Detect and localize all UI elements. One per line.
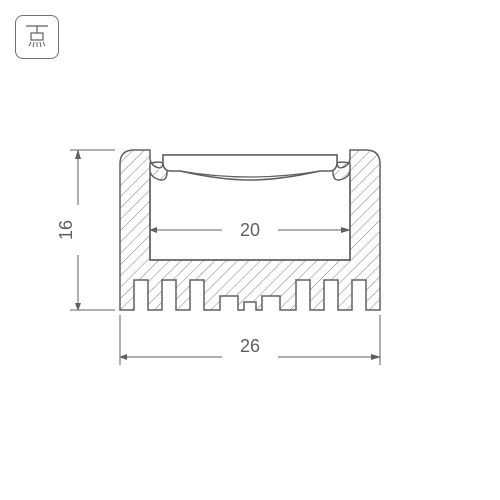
technical-drawing: 20 26 16 bbox=[0, 0, 500, 500]
mounting-type-icon bbox=[15, 15, 59, 59]
dim-inner-width-label: 20 bbox=[240, 220, 260, 240]
dim-height: 16 bbox=[56, 150, 115, 310]
dim-width-label: 26 bbox=[240, 336, 260, 356]
dim-height-label: 16 bbox=[56, 220, 76, 240]
dim-inner-width: 20 bbox=[150, 220, 350, 240]
diffuser-cover bbox=[163, 155, 337, 180]
dim-width: 26 bbox=[120, 315, 380, 365]
